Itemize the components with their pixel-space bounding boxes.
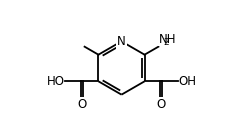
Text: NH: NH — [159, 33, 176, 46]
Text: OH: OH — [179, 75, 197, 88]
Text: HO: HO — [46, 75, 64, 88]
Text: 2: 2 — [164, 38, 169, 47]
Text: N: N — [117, 35, 126, 48]
Text: O: O — [156, 98, 166, 111]
Text: O: O — [77, 98, 87, 111]
